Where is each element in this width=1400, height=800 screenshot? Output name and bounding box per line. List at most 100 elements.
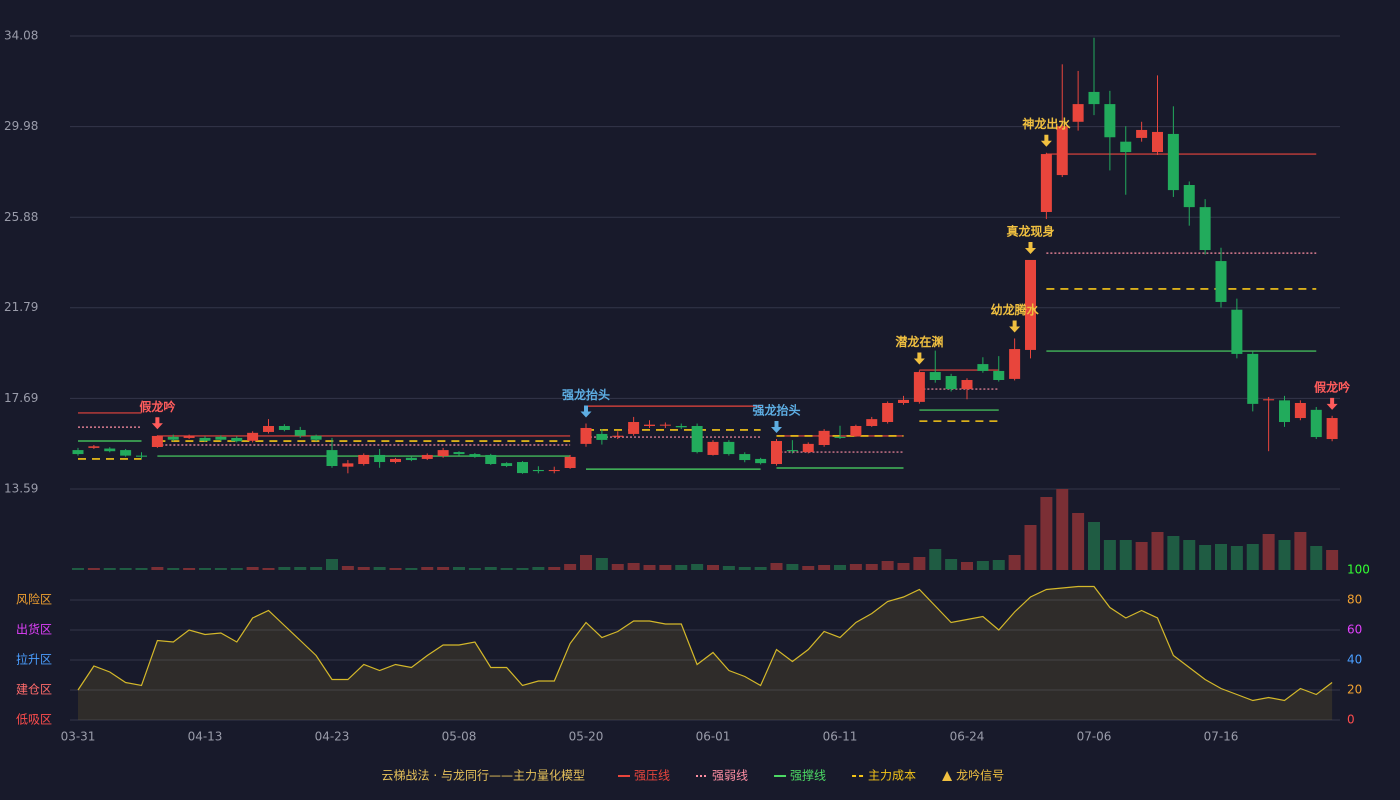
volume-bar	[72, 568, 84, 570]
candle-body	[786, 450, 798, 452]
candle-body	[358, 454, 370, 465]
volume-bar	[516, 568, 529, 570]
candle-body	[231, 437, 243, 442]
volume-bar	[849, 564, 862, 570]
candle-body	[977, 364, 989, 371]
candle-body	[596, 433, 608, 440]
zone-label: 拉升区	[16, 652, 52, 667]
x-tick-label: 05-08	[442, 730, 477, 744]
zone-label: 出货区	[16, 622, 52, 637]
volume-bar	[580, 555, 592, 570]
y-tick-label: 17.69	[4, 391, 38, 405]
volume-bar	[754, 567, 767, 570]
candle-body	[628, 422, 640, 434]
candle-body	[1247, 353, 1259, 404]
volume-bar	[643, 565, 656, 570]
y-tick-label: 21.79	[4, 300, 38, 314]
y-tick-label: 40	[1347, 653, 1362, 667]
signal-arrow	[1040, 134, 1052, 147]
candle-body	[501, 463, 513, 467]
legend-title: 云梯战法 · 与龙同行——主力量化模型	[382, 769, 585, 783]
volume-bar	[151, 567, 164, 570]
volume-bar	[961, 562, 973, 570]
volume-bar	[246, 567, 259, 570]
legend-label: 强弱线	[712, 769, 748, 783]
signal-arrow	[913, 352, 925, 365]
candle-body	[1136, 129, 1148, 138]
volume-bar	[627, 563, 640, 570]
legend-label: 主力成本	[868, 769, 916, 783]
candle-body	[723, 441, 735, 455]
candle-body	[120, 450, 132, 456]
legend: 云梯战法 · 与龙同行——主力量化模型 强压线 强弱线 强撑线 主力成本 龙吟信号	[382, 768, 1005, 783]
candle-body	[532, 469, 544, 472]
candle-body	[136, 455, 147, 457]
volume-bar	[294, 567, 307, 570]
signal-label: 真龙现身	[1006, 223, 1054, 238]
candle-body	[247, 432, 259, 441]
volume-bar	[389, 568, 402, 570]
x-tick-label: 06-11	[823, 730, 858, 744]
signal-arrow	[151, 417, 163, 430]
volume-bar	[310, 567, 323, 570]
candle-body	[199, 437, 211, 441]
volume-bar	[278, 567, 291, 570]
candle-body	[72, 450, 84, 455]
volume-bar	[611, 564, 624, 570]
y-tick-label: 20	[1347, 683, 1362, 697]
volume-bar	[913, 557, 926, 570]
volume-bar	[976, 561, 989, 570]
candle-body	[1199, 207, 1211, 251]
volume-bar	[1246, 544, 1259, 570]
x-tick-label: 04-13	[188, 730, 223, 744]
volume-bar	[738, 567, 751, 570]
candle-body	[961, 380, 973, 390]
volume-bar	[484, 567, 497, 570]
indicator-line	[77, 585, 1333, 702]
candle-body	[739, 454, 751, 461]
signal-label: 幼龙腾水	[991, 302, 1040, 317]
candle-body	[993, 370, 1005, 381]
candle-body	[1009, 349, 1021, 379]
volume-bar	[500, 568, 513, 570]
volume-bar	[770, 563, 783, 570]
legend-label: 强压线	[634, 769, 670, 783]
volume-bar	[722, 566, 735, 570]
candle-body	[1152, 131, 1163, 153]
candle-body	[263, 425, 274, 432]
volume-bar	[1230, 546, 1243, 570]
candle-body	[167, 436, 179, 440]
volume-bar	[199, 568, 211, 570]
candle-body	[1120, 141, 1132, 153]
volume-bar	[834, 565, 846, 570]
volume-bar	[929, 549, 942, 570]
volume-bar	[548, 567, 561, 570]
volume-bar	[262, 568, 275, 570]
candle-body	[866, 419, 878, 426]
candle-body	[1167, 133, 1179, 191]
candle-body	[517, 462, 528, 474]
volume-bar	[437, 567, 450, 570]
candle-body	[421, 454, 433, 459]
signal-arrow	[1025, 241, 1036, 254]
candle-body	[310, 435, 322, 440]
volume-bar	[183, 568, 196, 570]
candle-body	[215, 436, 227, 440]
volume-bar	[1088, 522, 1100, 570]
signal-label: 假龙吟	[139, 399, 175, 414]
volume-bar	[1072, 513, 1085, 570]
volume-bar	[326, 559, 338, 570]
signal-label: 潜龙在渊	[895, 334, 943, 349]
candle-body	[1025, 259, 1036, 350]
candle-body	[278, 425, 290, 430]
volume-bar	[103, 568, 116, 570]
y-tick-label: 34.08	[4, 29, 38, 43]
y-tick-label: 25.88	[4, 210, 38, 224]
volume-bar	[87, 568, 100, 570]
candle-body	[437, 450, 449, 457]
candle-body	[802, 443, 814, 453]
volume-bar	[992, 560, 1005, 570]
volume-bar	[564, 564, 577, 570]
candle-body	[1294, 402, 1306, 419]
